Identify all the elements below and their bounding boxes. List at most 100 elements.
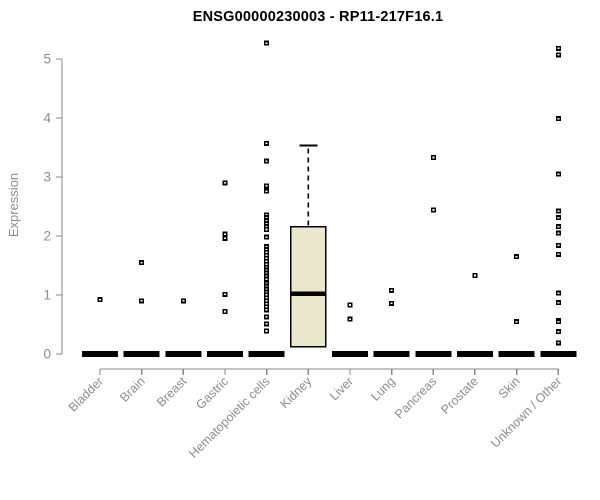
outlier-point-center bbox=[557, 54, 560, 56]
outlier-point-center bbox=[140, 300, 143, 302]
outlier-point-center bbox=[265, 185, 268, 187]
outlier-point-center bbox=[265, 308, 268, 311]
outlier-point-center bbox=[557, 47, 560, 50]
outlier-point-center bbox=[265, 225, 268, 228]
outlier-point-center bbox=[265, 285, 268, 287]
outlier-point-center bbox=[265, 288, 268, 290]
outlier-point-center bbox=[223, 310, 226, 313]
outlier-point-center bbox=[182, 300, 185, 302]
outlier-point-center bbox=[265, 323, 268, 325]
outlier-point-center bbox=[265, 263, 268, 266]
outlier-point-center bbox=[265, 300, 268, 302]
outlier-point-center bbox=[140, 261, 143, 264]
x-tick-label-prostate: Prostate bbox=[438, 374, 481, 417]
y-tick-label: 0 bbox=[43, 347, 51, 362]
outlier-point-center bbox=[265, 222, 268, 225]
x-tick-label-unknown-other: Unknown / Other bbox=[488, 374, 564, 450]
y-tick-label: 1 bbox=[43, 288, 51, 303]
box-kidney bbox=[289, 225, 327, 348]
outlier-point-center bbox=[432, 209, 435, 211]
outlier-point-center bbox=[515, 320, 518, 323]
outlier-point-center bbox=[557, 173, 560, 175]
outlier-point-center bbox=[265, 219, 268, 222]
outlier-point-center bbox=[265, 245, 268, 248]
x-tick-label-hematopoietic-cells: Hematopoietic cells bbox=[186, 374, 273, 461]
outlier-point-center bbox=[265, 142, 268, 145]
outlier-point-center bbox=[99, 298, 101, 301]
outlier-point-center bbox=[265, 257, 268, 260]
outlier-point-center bbox=[557, 341, 560, 344]
outlier-point-center bbox=[265, 306, 268, 308]
outlier-point-center bbox=[265, 160, 268, 162]
outlier-point-center bbox=[432, 156, 435, 159]
zero-bar-prostate bbox=[456, 351, 493, 357]
zero-bar-brain bbox=[123, 351, 160, 357]
outlier-point-center bbox=[265, 272, 268, 274]
outlier-point-center bbox=[390, 302, 393, 305]
x-tick-label-breast: Breast bbox=[154, 374, 190, 410]
outlier-point-center bbox=[265, 275, 268, 277]
outlier-point-center bbox=[265, 297, 268, 299]
y-tick-label: 4 bbox=[43, 111, 51, 126]
outlier-point-center bbox=[265, 254, 268, 257]
y-tick-label: 5 bbox=[43, 52, 51, 67]
outlier-point-center bbox=[557, 292, 560, 295]
outlier-point-center bbox=[223, 233, 226, 236]
outlier-point-center bbox=[557, 225, 560, 228]
outlier-point-center bbox=[557, 253, 560, 256]
outlier-point-center bbox=[265, 236, 268, 238]
outlier-point-center bbox=[265, 260, 268, 263]
x-tick-label-kidney: Kidney bbox=[277, 374, 314, 411]
zero-bar-bladder bbox=[82, 351, 118, 357]
y-tick-label: 2 bbox=[43, 229, 51, 244]
outlier-point-center bbox=[223, 182, 226, 184]
outlier-point-center bbox=[265, 330, 268, 332]
outlier-point-center bbox=[557, 330, 560, 333]
outlier-point-center bbox=[557, 232, 560, 234]
chart-title: ENSG00000230003 - RP11-217F16.1 bbox=[192, 9, 444, 25]
zero-bar-lung bbox=[373, 351, 410, 357]
outlier-point-center bbox=[348, 304, 351, 306]
outlier-point-center bbox=[265, 294, 268, 296]
outlier-point-center bbox=[265, 251, 268, 254]
outlier-point-center bbox=[265, 303, 268, 305]
outlier-point-center bbox=[348, 318, 351, 320]
outlier-point-center bbox=[265, 269, 268, 272]
outlier-point-center bbox=[557, 216, 560, 219]
outlier-point-center bbox=[557, 320, 560, 323]
outlier-point-center bbox=[265, 213, 268, 216]
outlier-point-center bbox=[557, 244, 560, 247]
outlier-point-center bbox=[557, 117, 560, 120]
zero-bar-gastric bbox=[206, 351, 243, 357]
outlier-point-center bbox=[223, 293, 226, 296]
x-tick-label-liver: Liver bbox=[327, 374, 356, 403]
zero-bar-hematopoietic-cells bbox=[248, 351, 285, 357]
outlier-point-center bbox=[473, 274, 476, 277]
outlier-point-center bbox=[223, 237, 226, 240]
x-tick-label-gastric: Gastric bbox=[193, 374, 231, 412]
x-tick-label-lung: Lung bbox=[368, 374, 398, 404]
outlier-point-center bbox=[265, 228, 268, 231]
outlier-point-center bbox=[515, 255, 518, 258]
outlier-point-center bbox=[265, 266, 268, 269]
outlier-point-center bbox=[265, 316, 268, 318]
outlier-point-center bbox=[265, 190, 268, 192]
outlier-point-center bbox=[265, 42, 268, 44]
outlier-point-center bbox=[265, 291, 268, 293]
zero-bar-skin bbox=[498, 351, 535, 357]
zero-bar-unknown-other bbox=[540, 351, 577, 357]
x-tick-label-brain: Brain bbox=[117, 374, 148, 405]
zero-bar-pancreas bbox=[415, 351, 452, 357]
outlier-point-center bbox=[390, 289, 393, 292]
outlier-point-center bbox=[557, 301, 560, 304]
zero-bar-liver bbox=[331, 351, 368, 357]
outlier-point-center bbox=[265, 248, 268, 251]
x-tick-label-skin: Skin bbox=[496, 374, 523, 401]
outlier-point-center bbox=[265, 282, 268, 284]
outlier-point-center bbox=[557, 210, 560, 213]
x-tick-label-bladder: Bladder bbox=[66, 374, 106, 414]
zero-bar-breast bbox=[165, 351, 202, 357]
median-line-kidney bbox=[290, 291, 326, 297]
